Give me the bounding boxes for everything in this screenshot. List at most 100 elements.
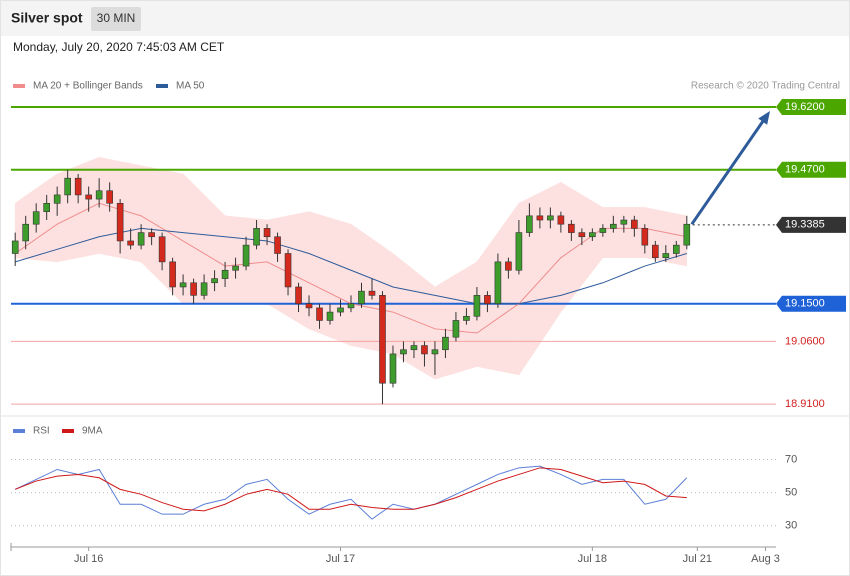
interval-badge[interactable] bbox=[91, 7, 141, 31]
level-label: 19.1500 bbox=[785, 298, 825, 310]
candle-body bbox=[253, 228, 260, 246]
x-tick-label: Jul 16 bbox=[74, 553, 103, 565]
candle-body bbox=[137, 232, 145, 246]
ma-line bbox=[15, 467, 687, 512]
x-tick-label: Jul 21 bbox=[683, 553, 712, 565]
candle-body bbox=[421, 345, 428, 355]
candle-body bbox=[148, 232, 155, 238]
candle-body bbox=[673, 244, 680, 254]
x-tick-label: Aug 3 bbox=[751, 553, 780, 565]
level-tag bbox=[776, 99, 846, 116]
ma-line bbox=[14, 465, 688, 520]
candle-body bbox=[32, 211, 40, 225]
candle-body bbox=[505, 261, 512, 271]
legend-label: 9MA bbox=[82, 426, 103, 437]
candle-body bbox=[484, 295, 491, 305]
candle-body bbox=[85, 194, 92, 200]
candle-body bbox=[515, 232, 523, 271]
candle-body bbox=[263, 228, 271, 238]
legend-label: MA 50 bbox=[176, 81, 205, 92]
y-tick-label: 50 bbox=[785, 487, 797, 499]
y-tick-label: 30 bbox=[785, 520, 797, 532]
legend-label: MA 20 + Bollinger Bands bbox=[33, 81, 143, 92]
candle-body bbox=[221, 269, 229, 279]
candle-body bbox=[190, 282, 197, 296]
bollinger-band bbox=[308, 211, 352, 347]
x-tick-label: Jul 18 bbox=[578, 553, 607, 565]
candle-body bbox=[536, 215, 544, 221]
candle-body bbox=[95, 190, 103, 200]
candle-body bbox=[232, 265, 239, 271]
candle-body bbox=[368, 290, 376, 296]
forecast-arrow bbox=[690, 116, 767, 226]
candle-body bbox=[127, 240, 134, 246]
level-tag bbox=[776, 216, 846, 233]
y-tick-label: 70 bbox=[785, 453, 797, 465]
legend-swatch bbox=[156, 84, 168, 88]
candle-body bbox=[169, 261, 176, 288]
candle-body bbox=[379, 295, 386, 384]
level-label: 18.9100 bbox=[785, 398, 825, 410]
candle-body bbox=[337, 307, 344, 313]
candle-body bbox=[631, 219, 638, 229]
candle-body bbox=[158, 236, 166, 263]
candle-body bbox=[452, 320, 460, 338]
candle-body bbox=[620, 219, 628, 225]
ma-line bbox=[15, 227, 687, 305]
bollinger-band bbox=[392, 252, 436, 380]
candle-body bbox=[610, 223, 617, 229]
candle-body bbox=[305, 303, 313, 309]
candle-body bbox=[11, 240, 19, 254]
source: Research © 2020 Trading Central bbox=[691, 81, 840, 92]
candle-body bbox=[316, 307, 323, 321]
candle-body bbox=[431, 349, 439, 355]
forecast-arrowhead bbox=[758, 111, 770, 125]
level-label: 19.4700 bbox=[785, 164, 825, 176]
candle-body bbox=[43, 202, 50, 212]
legend-swatch bbox=[13, 429, 25, 433]
candle-body bbox=[106, 190, 113, 204]
legend-swatch bbox=[62, 429, 74, 433]
interval[interactable]: 30 MIN bbox=[97, 11, 136, 25]
candle-body bbox=[599, 228, 607, 233]
candle-body bbox=[400, 349, 407, 355]
candle-body bbox=[74, 177, 82, 196]
candle-body bbox=[442, 336, 449, 351]
candle-body bbox=[526, 215, 533, 233]
title: Silver spot bbox=[11, 10, 83, 26]
candle-body bbox=[242, 244, 250, 267]
candle-body bbox=[652, 244, 659, 258]
candle-body bbox=[274, 236, 281, 254]
candle-body bbox=[326, 311, 334, 321]
level-tag bbox=[776, 295, 846, 312]
candle-body bbox=[200, 282, 208, 296]
x-tick-label: Jul 17 bbox=[326, 553, 355, 565]
candle-body bbox=[557, 215, 565, 225]
timestamp: Monday, July 20, 2020 7:45:03 AM CET bbox=[13, 40, 225, 54]
level-tag bbox=[776, 161, 846, 178]
candle-body bbox=[568, 223, 575, 233]
candle-body bbox=[389, 353, 397, 384]
candle-body bbox=[589, 232, 596, 238]
candle-body bbox=[494, 261, 502, 305]
candle-body bbox=[179, 282, 187, 288]
candle-body bbox=[64, 177, 71, 196]
candle-body bbox=[295, 286, 302, 305]
candle-body bbox=[662, 253, 670, 258]
bollinger-band bbox=[56, 156, 100, 263]
candle-body bbox=[211, 278, 218, 284]
level-label: 19.6200 bbox=[785, 101, 825, 113]
candle-body bbox=[578, 232, 586, 238]
candle-body bbox=[547, 215, 554, 221]
candle-body bbox=[683, 223, 691, 246]
candle-body bbox=[116, 202, 124, 242]
candle-body bbox=[463, 315, 470, 321]
candle-body bbox=[641, 228, 649, 246]
legend-swatch bbox=[13, 84, 25, 88]
candle-body bbox=[284, 253, 292, 288]
candle-body bbox=[53, 194, 61, 204]
bollinger-band bbox=[560, 181, 604, 313]
level-label: 19.0600 bbox=[785, 335, 825, 347]
candle-body bbox=[347, 303, 355, 309]
